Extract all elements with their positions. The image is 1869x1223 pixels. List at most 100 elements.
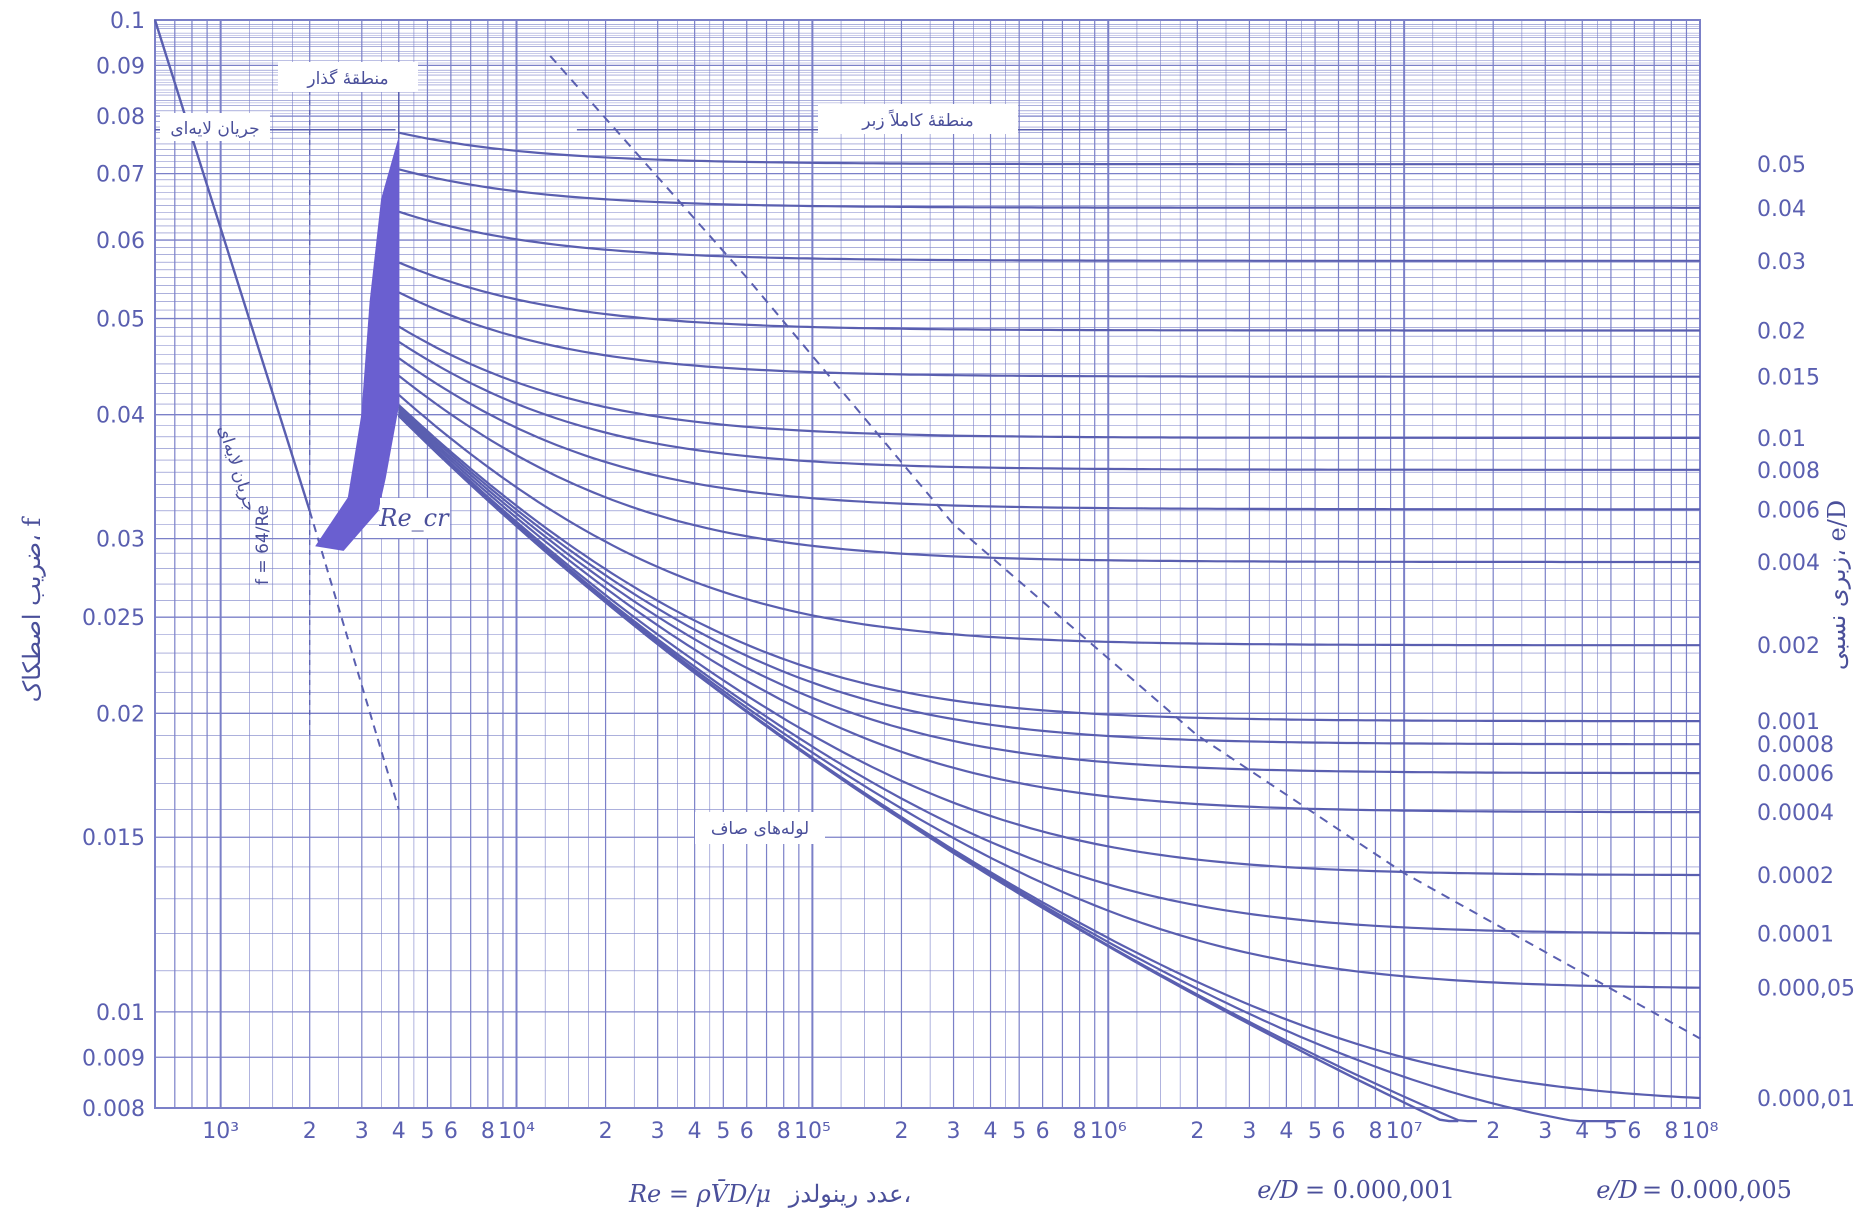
roughness-label: 0.000,05	[1757, 977, 1855, 1002]
laminar-region-label: جریان لایه‌ای	[170, 119, 259, 139]
bottom-curve-label-1: = 0.000,001	[1305, 1176, 1455, 1204]
bottom-curve-prefix-2: e/D	[1596, 1176, 1638, 1204]
x-tick-label: 3	[1538, 1119, 1552, 1144]
y-tick-label: 0.03	[96, 528, 145, 553]
roughness-curve	[398, 412, 1700, 877]
roughness-label: 0.0008	[1757, 733, 1834, 758]
y-tick-label: 0.07	[96, 163, 145, 188]
x-tick-label: 5	[1308, 1119, 1322, 1144]
roughness-curve	[398, 408, 1700, 775]
roughness-curve	[398, 168, 1700, 209]
roughness-label: 0.000,01	[1757, 1087, 1855, 1112]
roughness-label: 0.006	[1757, 498, 1820, 523]
x-tick-label: 8	[777, 1119, 791, 1144]
y-tick-label: 0.02	[96, 702, 145, 727]
y2-axis-title: زبری نسبی، e/D	[1823, 500, 1851, 670]
chart-grid	[154, 19, 1701, 1109]
y-tick-label: 0.1	[110, 9, 145, 34]
laminar-line	[153, 19, 311, 512]
laminar-formula: f = 64/Re	[253, 505, 273, 585]
roughness-label: 0.0006	[1757, 762, 1834, 787]
x-tick-label: 10⁴	[498, 1119, 535, 1144]
roughness-label: 0.03	[1757, 250, 1806, 275]
roughness-label: 0.002	[1757, 634, 1820, 659]
x-tick-label: 8	[1664, 1119, 1678, 1144]
smooth-pipes-label: لوله‌های صاف	[711, 819, 809, 839]
y-axis-title: ضریب اصطکاک، f	[18, 516, 46, 703]
x-tick-label: 6	[1036, 1119, 1050, 1144]
rough-zone-boundary	[549, 55, 1701, 1040]
roughness-curve	[398, 404, 1700, 723]
x-tick-label: 4	[392, 1119, 406, 1144]
x-tick-label: 10⁵	[794, 1119, 831, 1144]
x-tick-label: 2	[599, 1119, 613, 1144]
roughness-curve	[398, 291, 1700, 378]
x-tick-label: 6	[1627, 1119, 1641, 1144]
roughness-label: 0.008	[1757, 459, 1820, 484]
roughness-label: 0.01	[1757, 427, 1806, 452]
x-tick-label: 5	[716, 1119, 730, 1144]
roughness-curve	[398, 393, 1700, 647]
x-tick-label: 4	[984, 1119, 998, 1144]
roughness-curve	[398, 261, 1700, 332]
critical-re-label: Re_cr	[378, 504, 450, 532]
x-tick-label: 10³	[202, 1119, 239, 1144]
x-tick-label: 4	[688, 1119, 702, 1144]
x-tick-label: 5	[1012, 1119, 1026, 1144]
y-tick-label: 0.04	[96, 404, 145, 429]
y-tick-labels: 0.1 0.09 0.08 0.07 0.06 0.05 0.04 0.03 0.025 0.02…	[82, 9, 145, 1122]
roughness-label: 0.04	[1757, 197, 1806, 222]
y-tick-label: 0.05	[96, 308, 145, 333]
x-tick-label: 3	[355, 1119, 369, 1144]
y-tick-label: 0.015	[82, 826, 145, 851]
y-tick-label: 0.06	[96, 229, 145, 254]
roughness-curve-small	[398, 414, 1626, 1123]
x-tick-label: 10⁷	[1386, 1119, 1423, 1144]
y-tick-label: 0.008	[82, 1097, 145, 1122]
x-tick-label: 4	[1575, 1119, 1589, 1144]
fully-rough-region-label: منطقهٔ کاملاً زبر	[861, 109, 974, 131]
roughness-curve	[398, 374, 1700, 564]
roughness-label: 0.05	[1757, 153, 1806, 178]
critical-zone-fill	[315, 138, 400, 551]
x-tick-label: 8	[1073, 1119, 1087, 1144]
x-tick-label: 8	[481, 1119, 495, 1144]
roughness-curve	[398, 325, 1700, 439]
roughness-curve	[398, 406, 1700, 746]
transition-region-label: منطقهٔ گذار	[306, 68, 388, 89]
x-tick-label: 5	[1604, 1119, 1618, 1144]
roughness-curve	[398, 131, 1700, 166]
x-tick-label: 3	[1242, 1119, 1256, 1144]
y-tick-label: 0.01	[96, 1001, 145, 1026]
roughness-label: 0.0001	[1757, 922, 1834, 947]
y-tick-label: 0.025	[82, 606, 145, 631]
x-axis-title: عدد رینولدز،	[788, 1180, 911, 1208]
x-tick-label: 10⁶	[1090, 1119, 1127, 1144]
roughness-curve	[398, 410, 1700, 814]
roughness-label: 0.004	[1757, 551, 1820, 576]
x-tick-label: 10⁸	[1682, 1119, 1719, 1144]
roughness-label: 0.02	[1757, 319, 1806, 344]
roughness-curve	[398, 357, 1700, 511]
roughness-label: 0.015	[1757, 366, 1820, 391]
x-tick-label: 4	[1279, 1119, 1293, 1144]
x-tick-label: 2	[1486, 1119, 1500, 1144]
x-tick-label: 3	[651, 1119, 665, 1144]
roughness-label: 0.0002	[1757, 864, 1834, 889]
x-tick-label: 3	[947, 1119, 961, 1144]
x-axis-formula: Re = ρV̄D/μ	[628, 1180, 771, 1208]
roughness-labels: 0.05 0.04 0.03 0.02 0.015 0.01 0.008 0.006 0.004…	[1757, 153, 1855, 1112]
y-tick-label: 0.08	[96, 105, 145, 130]
roughness-curve	[398, 413, 1701, 935]
roughness-label: 0.0004	[1757, 801, 1834, 826]
roughness-curve	[398, 210, 1700, 262]
roughness-curve	[398, 414, 1701, 989]
x-tick-label: 6	[740, 1119, 754, 1144]
x-tick-label: 2	[1190, 1119, 1204, 1144]
x-tick-labels: 10³ 2 3 4 5 6 8 10⁴ 2 3 4 5 6 8 10⁵ 2 3 4 5 6 8 10⁶ 2 3 4 5 6 8 10⁷ 2…	[202, 1119, 1718, 1144]
laminar-line-extension	[308, 510, 400, 810]
x-tick-label: 8	[1368, 1119, 1382, 1144]
x-tick-label: 6	[1331, 1119, 1345, 1144]
plot-frame	[154, 19, 1701, 1109]
